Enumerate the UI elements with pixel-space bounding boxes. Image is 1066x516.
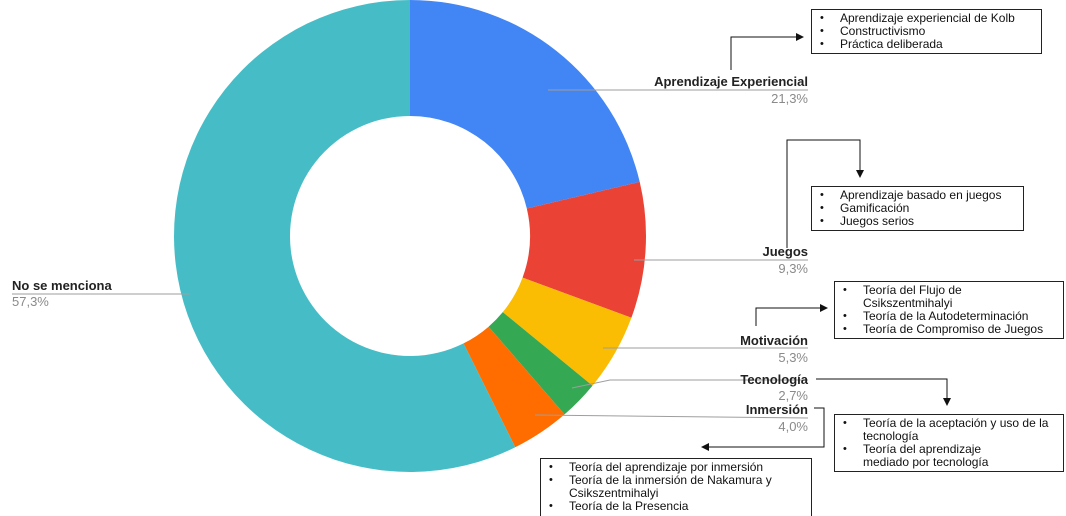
theory-item: Teoría del Flujo de Csikszentmihalyi <box>843 284 1003 310</box>
pct-juegos: 9,3% <box>778 261 808 276</box>
theory-item: Teoría de la Autodeterminación <box>843 310 1057 324</box>
theory-item: Aprendizaje basado en juegos <box>820 189 1017 203</box>
theory-item: Aprendizaje experiencial de Kolb <box>820 12 1035 26</box>
theory-box-aprendizaje-experiencial: Aprendizaje experiencial de Kolb Constru… <box>811 9 1042 54</box>
theory-box-inmersion: Teoría del aprendizaje por inmersión Teo… <box>540 458 812 516</box>
pct-no-se-menciona: 57,3% <box>12 294 49 309</box>
theory-box-tecnologia: Teoría de la aceptación y uso de la tecn… <box>834 414 1064 472</box>
leader-tecnologia <box>571 379 808 389</box>
pct-motivacion: 5,3% <box>778 350 808 365</box>
label-motivacion: Motivación <box>740 333 808 348</box>
theory-item: Gamificación <box>820 202 1017 216</box>
leader-lines <box>12 89 809 419</box>
theory-item: Teoría de la aceptación y uso de la tecn… <box>843 417 1057 443</box>
slice-inmersion <box>463 326 565 448</box>
connector-aprendizaje-experiencial <box>730 33 804 70</box>
leader-inmersion <box>534 414 809 419</box>
label-inmersion: Inmersión <box>746 402 808 417</box>
theory-item: Teoría de Compromiso de Juegos <box>843 323 1057 337</box>
theory-item: Teoría del aprendizaje mediado por tecno… <box>843 443 1013 469</box>
theory-box-motivacion: Teoría del Flujo de Csikszentmihalyi Teo… <box>834 281 1064 339</box>
connector-motivacion <box>755 304 828 326</box>
pct-inmersion: 4,0% <box>778 419 808 434</box>
slice-juegos <box>522 181 646 318</box>
label-aprendizaje-experiencial: Aprendizaje Experiencial <box>654 74 808 89</box>
pct-aprendizaje-experiencial: 21,3% <box>771 91 808 106</box>
theory-item: Juegos serios <box>820 215 1017 229</box>
donut-slices <box>174 0 646 472</box>
theory-box-juegos: Aprendizaje basado en juegos Gamificació… <box>811 186 1024 231</box>
slice-labels: Aprendizaje Experiencial 21,3% Juegos 9,… <box>12 74 809 434</box>
box-connectors <box>701 33 951 451</box>
theory-item: Constructivismo <box>820 25 1035 39</box>
theory-item: Práctica deliberada <box>820 38 1035 52</box>
connector-juegos <box>786 139 864 248</box>
theory-item: Teoría de la inmersión de Nakamura y Csi… <box>549 474 799 500</box>
connector-tecnologia <box>816 378 951 406</box>
theory-item: Teoría de la Presencia <box>549 500 805 514</box>
slice-motivacion <box>502 277 632 386</box>
pct-tecnologia: 2,7% <box>778 388 808 403</box>
label-juegos: Juegos <box>762 244 808 259</box>
theory-item: Teoría del aprendizaje por inmersión <box>549 461 805 475</box>
connector-inmersion <box>701 407 825 451</box>
slice-no-se-menciona <box>174 0 516 472</box>
slice-aprendizaje-experiencial <box>410 0 640 209</box>
slice-tecnologia <box>488 312 593 415</box>
label-tecnologia: Tecnología <box>740 372 808 387</box>
label-no-se-menciona: No se menciona <box>12 278 112 293</box>
